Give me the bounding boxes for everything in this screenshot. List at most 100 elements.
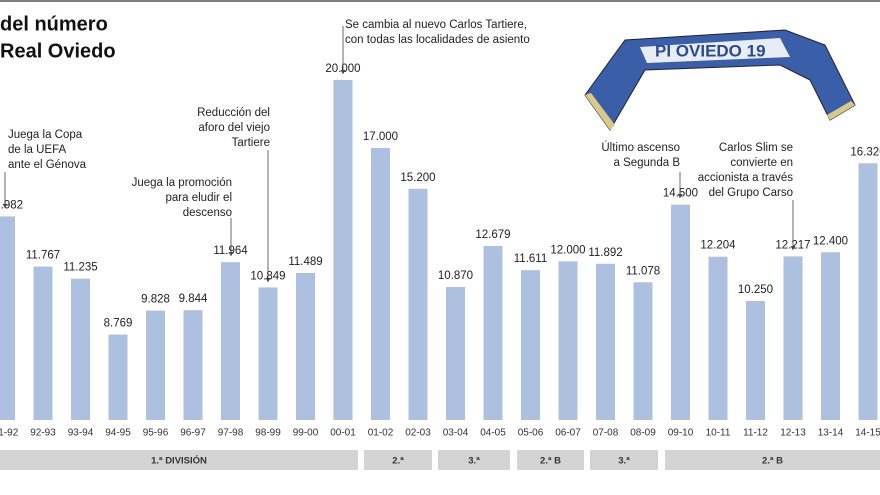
annotation: Se cambia al nuevo Carlos Tartiere, [345, 19, 527, 31]
value-label: 13.982 [0, 199, 23, 211]
bar [108, 334, 128, 420]
division-band [438, 450, 510, 470]
division-label: 2.ª B [762, 456, 783, 467]
annotation: accionista a través [698, 172, 793, 184]
x-tick-label: 95-96 [143, 428, 169, 439]
svg-text:PI OVIEDO 19: PI OVIEDO 19 [655, 41, 766, 60]
annotation: con todas las localidades de asiento [345, 34, 530, 46]
x-tick-label: 13-14 [818, 428, 844, 439]
x-tick-label: 12-13 [780, 428, 806, 439]
bar [708, 256, 728, 420]
value-label: 11.235 [63, 262, 97, 274]
x-tick-label: 10-11 [706, 428, 731, 439]
division-band [364, 450, 432, 470]
chart-title: del número [0, 13, 108, 35]
value-label: 14.500 [663, 188, 698, 200]
value-label: 8.769 [104, 318, 133, 330]
x-tick-label: 14-15 [855, 428, 880, 439]
bar [446, 286, 465, 420]
value-label: 15.200 [400, 172, 435, 184]
value-label: 11.767 [26, 250, 60, 262]
leader-arrow [228, 252, 234, 256]
value-label: 11.611 [514, 253, 547, 265]
leader-arrow [265, 278, 271, 282]
bar [333, 80, 353, 420]
bar [183, 310, 203, 420]
x-tick-label: 07-08 [593, 428, 619, 439]
division-label: 3.ª [618, 456, 630, 467]
annotation: descenso [183, 207, 232, 219]
bar [746, 301, 765, 420]
leader-arrow [790, 246, 796, 250]
x-tick-label: 92-93 [30, 428, 56, 439]
x-tick-label: 11-12 [743, 428, 768, 439]
division-band [0, 450, 358, 470]
x-tick-label: 96-97 [180, 428, 206, 439]
annotation: a Segunda B [613, 157, 680, 169]
bar [783, 256, 803, 420]
x-tick-label: 05-06 [518, 428, 544, 439]
bar [408, 188, 428, 420]
value-label: 11.078 [626, 265, 660, 277]
x-tick-label: 93-94 [68, 428, 94, 439]
value-label: 9.828 [141, 294, 170, 306]
bar [483, 245, 503, 420]
bar [558, 261, 578, 420]
bar [258, 287, 278, 420]
scarf-illustration: PI OVIEDO 19 [584, 29, 856, 131]
bar [221, 262, 240, 420]
annotation: para eludir el [166, 192, 232, 204]
bar [633, 282, 653, 420]
x-tick-label: 97-98 [218, 428, 244, 439]
annotation: de la UEFA [8, 144, 66, 156]
bar [371, 148, 390, 420]
annotation: Tartiere [232, 137, 270, 149]
annotation: convierte en [730, 157, 793, 169]
division-band [665, 450, 880, 470]
bar [671, 204, 690, 420]
division-label: 1.ª DIVISIÓN [151, 455, 207, 467]
division-band [517, 450, 584, 470]
bar [521, 270, 540, 420]
leader-arrow [340, 70, 346, 74]
bar [596, 263, 615, 420]
x-tick-label: 99-00 [293, 428, 319, 439]
division-label: 2.ª [392, 456, 404, 467]
leader-arrow [677, 194, 683, 198]
chart-title: Real Oviedo [0, 40, 116, 62]
value-label: 11.892 [588, 247, 622, 259]
bar [0, 216, 15, 420]
annotation: Reducción del [197, 107, 270, 119]
value-label: 12.400 [813, 235, 848, 247]
annotation: ante el Génova [8, 159, 87, 171]
value-label: 16.326 [850, 146, 880, 158]
x-tick-label: 06-07 [555, 428, 581, 439]
bar [858, 163, 878, 420]
x-tick-label: 09-10 [668, 428, 694, 439]
annotation: Carlos Slim se [719, 142, 793, 154]
value-label: 12.679 [475, 229, 510, 241]
bar [296, 272, 315, 420]
annotation: Juega la promoción [132, 177, 232, 189]
value-label: 11.489 [288, 256, 322, 268]
bar [33, 266, 53, 420]
x-tick-label: 00-01 [330, 428, 356, 439]
annotation: Último ascenso [601, 141, 680, 154]
leader-arrow [2, 204, 8, 208]
annotation: Juega la Copa [8, 129, 83, 141]
bar [821, 252, 840, 420]
value-label: 10.870 [438, 270, 473, 282]
x-tick-label: 08-09 [630, 428, 656, 439]
annotation: aforo del viejo [198, 122, 270, 134]
division-label: 3.ª [468, 456, 480, 467]
x-tick-label: 98-99 [255, 428, 281, 439]
value-label: 12.204 [700, 240, 736, 252]
bar [146, 310, 165, 420]
x-tick-label: 04-05 [480, 428, 506, 439]
division-label: 2.ª B [540, 456, 561, 467]
value-label: 12.000 [550, 244, 585, 256]
annotation: del Grupo Carso [709, 187, 793, 199]
x-tick-label: 91-92 [0, 428, 19, 439]
